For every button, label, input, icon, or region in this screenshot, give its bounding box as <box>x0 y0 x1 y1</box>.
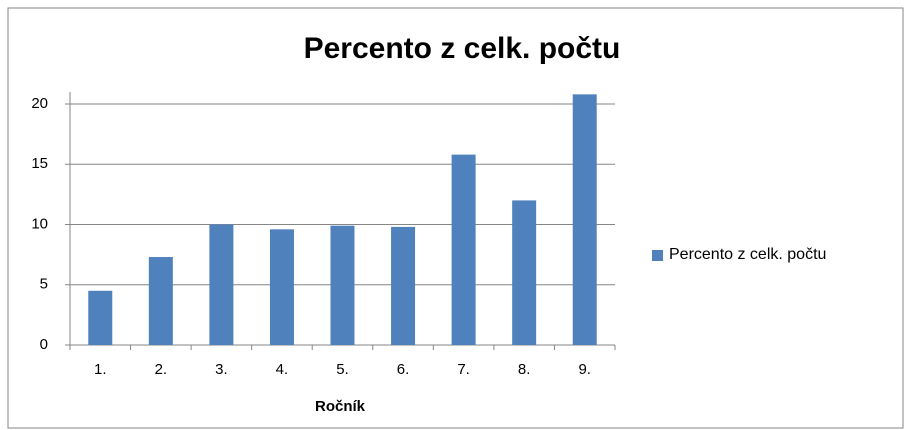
y-tick-label: 10 <box>31 215 48 232</box>
bar <box>88 290 113 345</box>
y-tick-label: 0 <box>40 336 48 353</box>
bar <box>330 225 355 345</box>
bar <box>572 94 597 345</box>
bar <box>512 200 537 345</box>
y-tick-label: 5 <box>40 276 48 293</box>
x-tick-label: 4. <box>276 361 289 378</box>
x-tick-label: 1. <box>94 361 107 378</box>
x-tick-label: 5. <box>336 361 349 378</box>
y-tick-label: 20 <box>31 95 48 112</box>
bar <box>209 224 234 345</box>
chart-title: Percento z celk. počtu <box>304 32 621 65</box>
bar <box>269 229 294 345</box>
x-tick-label: 3. <box>215 361 228 378</box>
bar <box>391 226 416 345</box>
bar <box>451 154 476 345</box>
x-tick-label: 7. <box>457 361 470 378</box>
x-tick-label: 6. <box>397 361 410 378</box>
bar <box>148 257 173 345</box>
x-axis-label: Ročník <box>315 398 366 415</box>
x-tick-label: 2. <box>155 361 168 378</box>
y-tick-label: 15 <box>31 155 48 172</box>
x-tick-label: 9. <box>578 361 591 378</box>
legend-label: Percento z celk. počtu <box>669 246 826 263</box>
x-tick-label: 8. <box>518 361 531 378</box>
legend-swatch <box>652 250 663 261</box>
